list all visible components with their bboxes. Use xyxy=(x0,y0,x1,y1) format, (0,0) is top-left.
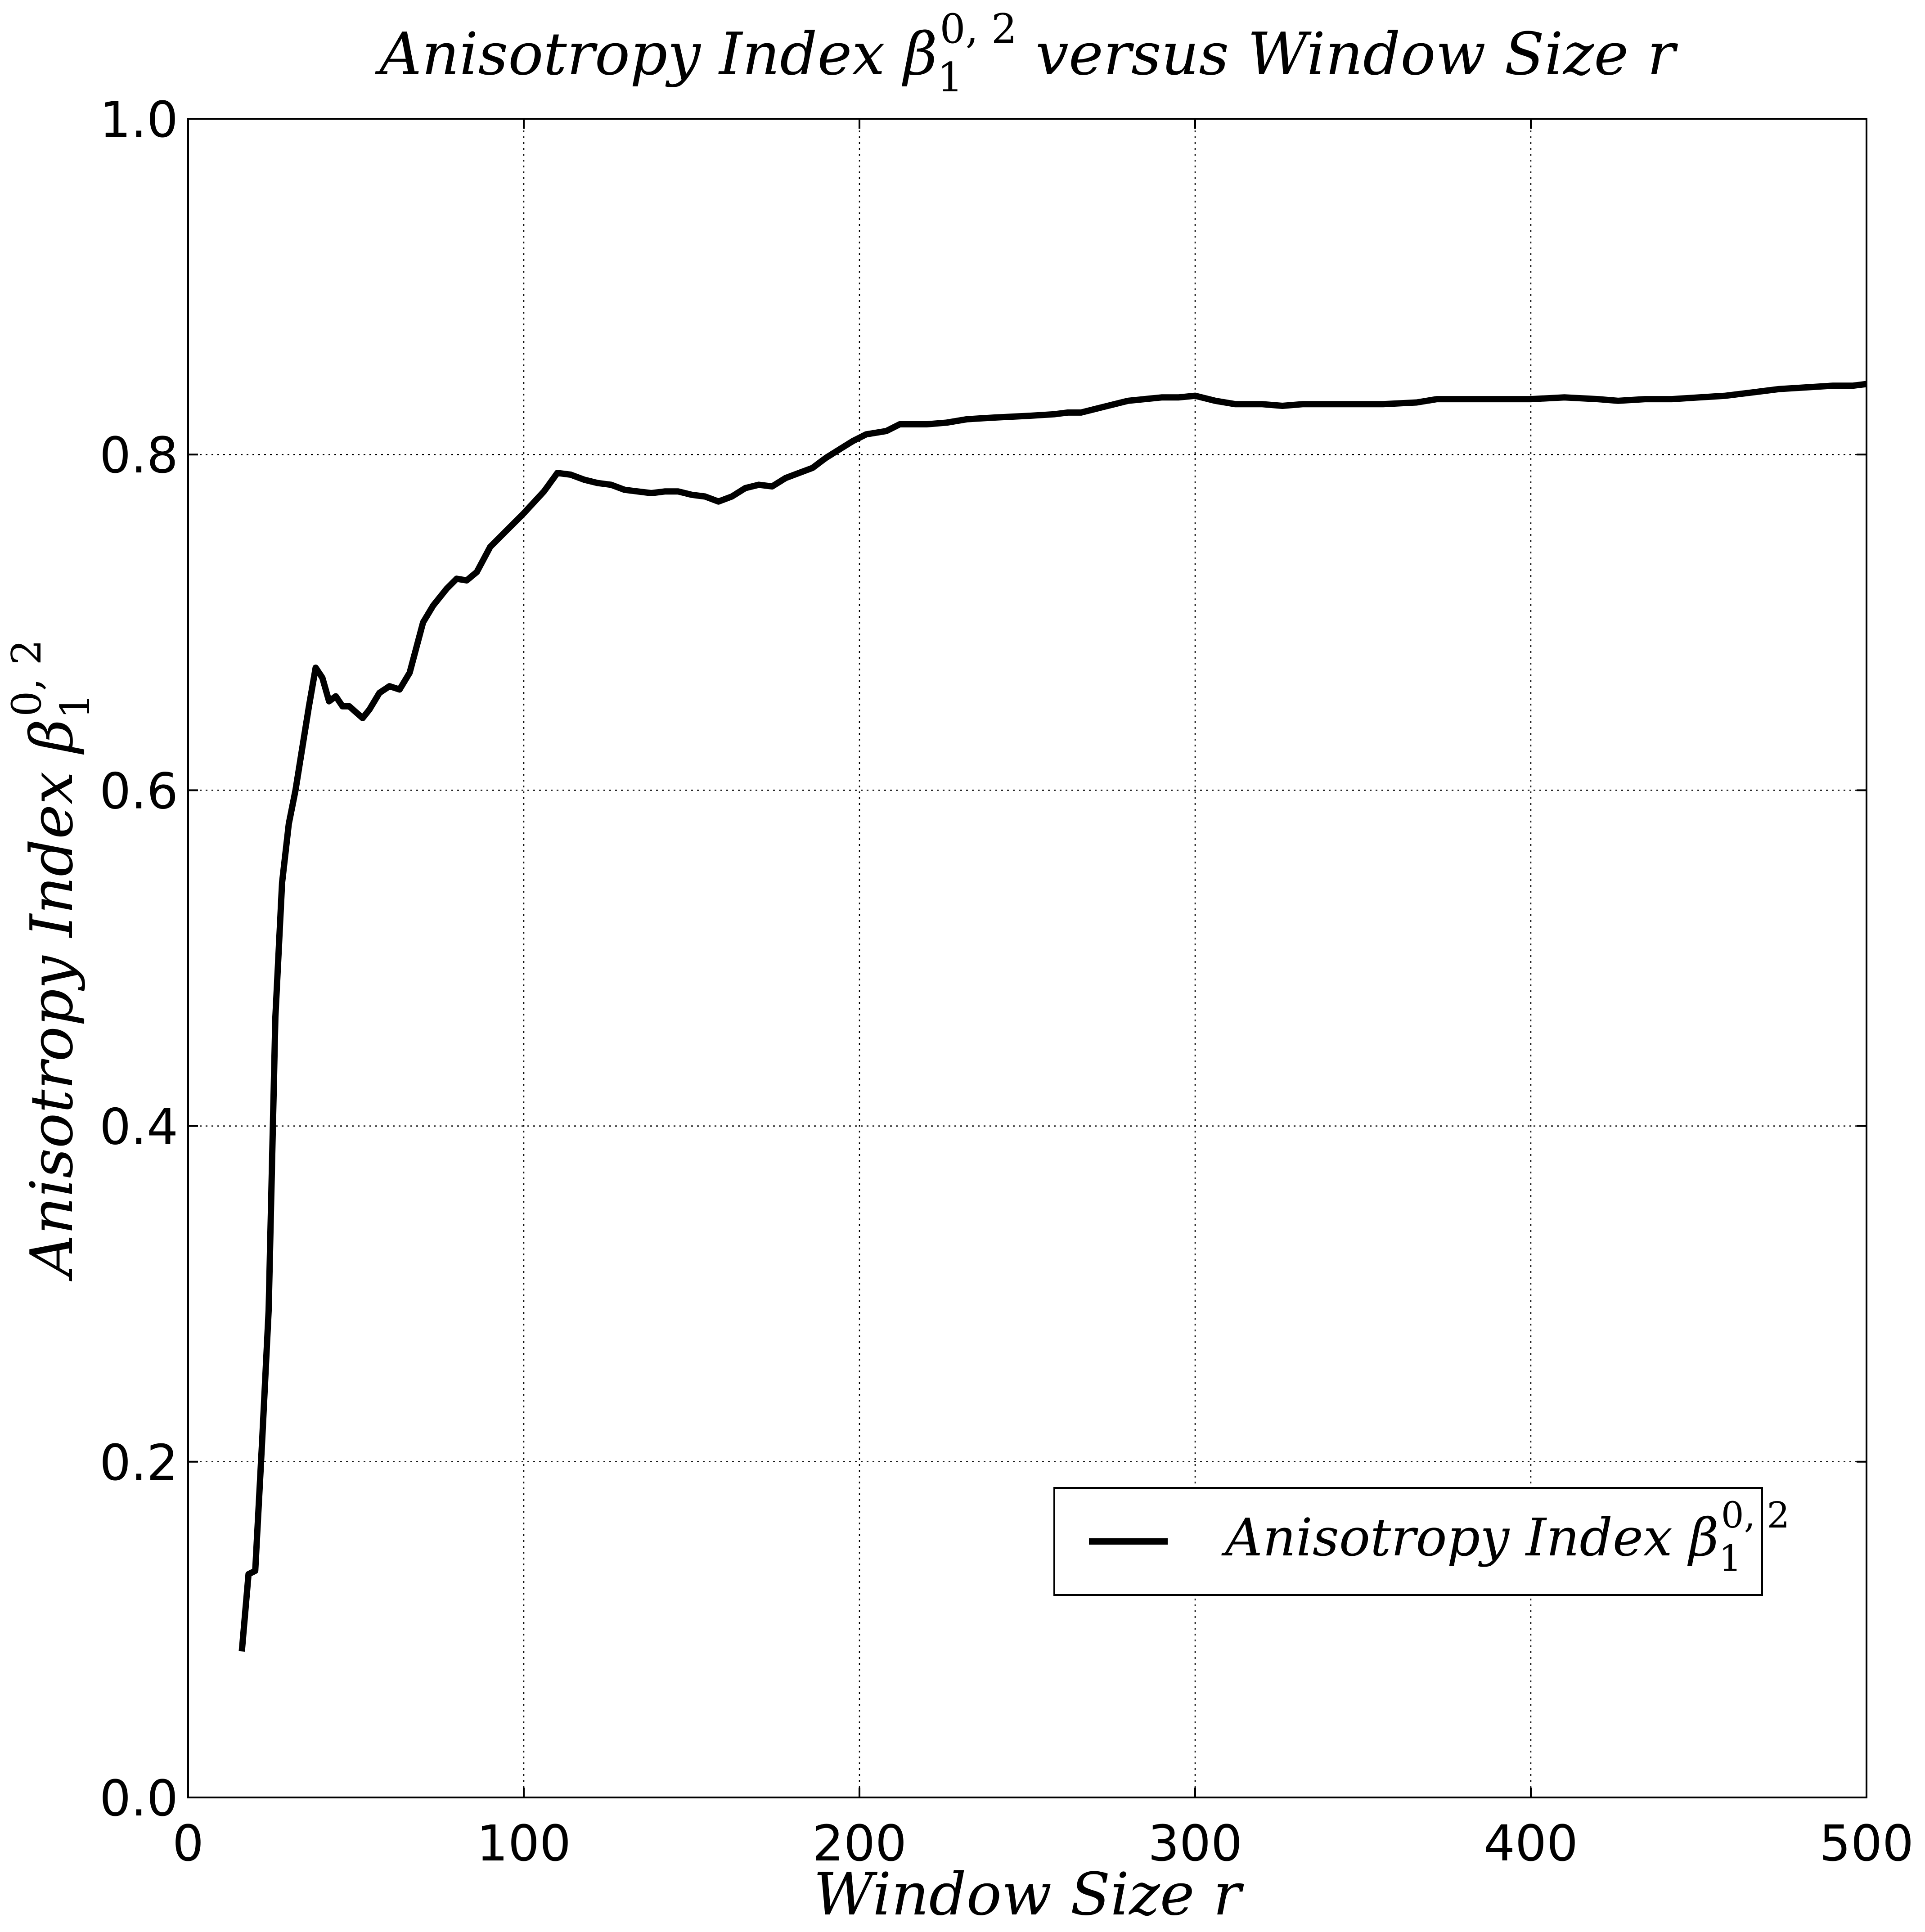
y-axis-label: Anisotropy Index β10, 2 xyxy=(3,639,99,1281)
y-tick-label: 0.4 xyxy=(99,1098,178,1156)
x-tick-label: 400 xyxy=(1484,1815,1578,1872)
series-line xyxy=(238,381,1867,1652)
x-tick-label: 500 xyxy=(1819,1815,1914,1872)
legend-label: Anisotropy Index β10, 2 xyxy=(1221,1494,1790,1579)
y-tick-label: 0.6 xyxy=(99,762,178,820)
x-axis-label: Window Size r xyxy=(814,1860,1244,1928)
series-layer xyxy=(238,381,1867,1652)
plot-frame xyxy=(187,118,1867,1798)
legend: Anisotropy Index β10, 2 xyxy=(1053,1487,1790,1596)
y-tick-label: 0.0 xyxy=(99,1770,178,1827)
y-tick-label: 0.8 xyxy=(99,427,178,484)
ticks-layer: 0 100 200 300 400 500 0.0 0.2 0.4 0.6 0.8 1.0 xyxy=(99,91,1914,1872)
y-tick-label: 0.2 xyxy=(99,1434,178,1492)
x-tick-label: 200 xyxy=(812,1815,907,1872)
legend-box xyxy=(1053,1487,1763,1596)
x-tick-label: 0 xyxy=(172,1815,204,1872)
chart-title: Anisotropy Index β10, 2 versus Window Si… xyxy=(375,5,1678,101)
x-tick-label: 100 xyxy=(477,1815,571,1872)
x-tick-label: 300 xyxy=(1148,1815,1242,1872)
y-tick-label: 1.0 xyxy=(99,91,178,148)
